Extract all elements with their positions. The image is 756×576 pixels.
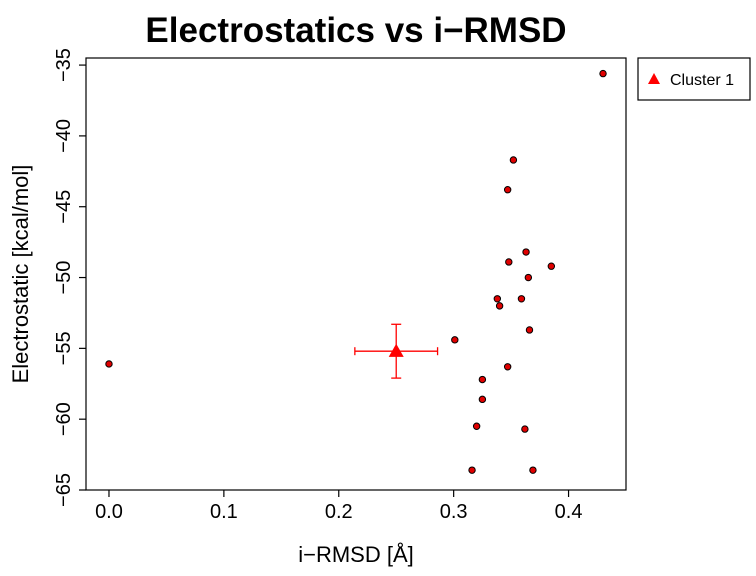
y-tick-label: −50	[53, 261, 75, 295]
data-point	[503, 363, 512, 371]
data-point	[521, 425, 529, 433]
legend: Cluster 1	[637, 57, 751, 101]
chart-title: Electrostatics vs i−RMSD	[145, 11, 566, 50]
y-axis-label: Electrostatic [kcal/mol]	[8, 165, 33, 384]
data-point	[547, 262, 556, 270]
data-point	[451, 336, 459, 344]
y-axis: −35 −40 −45 −50 −55 −60 −65	[53, 48, 86, 507]
cluster-marker	[388, 343, 404, 357]
x-tick-label: 0.1	[210, 501, 238, 523]
data-point	[524, 273, 533, 282]
data-point	[529, 466, 537, 474]
data-point	[478, 395, 487, 404]
data-point	[599, 69, 607, 78]
data-point	[105, 360, 113, 368]
data-point	[468, 466, 476, 474]
y-tick-label: −35	[53, 48, 75, 82]
x-axis: 0.0 0.1 0.2 0.3 0.4	[95, 490, 582, 523]
cluster-marker-group	[354, 323, 439, 379]
data-points	[105, 69, 607, 474]
x-axis-label: i−RMSD [Å]	[298, 542, 414, 567]
data-point	[503, 186, 512, 194]
data-point	[505, 258, 513, 266]
x-tick-label: 0.0	[95, 501, 123, 523]
data-point	[472, 422, 481, 430]
y-tick-label: −65	[53, 473, 75, 507]
plot-area	[85, 57, 627, 491]
legend-triangle-icon	[648, 73, 660, 84]
y-tick-label: −55	[53, 331, 75, 365]
data-point	[517, 295, 526, 303]
x-tick-label: 0.4	[555, 501, 583, 523]
data-point	[509, 156, 518, 164]
legend-label: Cluster 1	[670, 72, 734, 89]
data-point	[495, 302, 504, 310]
data-point	[478, 375, 487, 384]
y-tick-label: −60	[53, 402, 75, 436]
data-point	[525, 326, 534, 334]
y-tick-label: −40	[53, 119, 75, 153]
x-tick-label: 0.2	[325, 501, 353, 523]
x-tick-label: 0.3	[440, 501, 468, 523]
data-point	[522, 248, 530, 256]
legend-box	[637, 57, 751, 101]
data-point	[493, 295, 502, 303]
y-tick-label: −45	[53, 190, 75, 224]
